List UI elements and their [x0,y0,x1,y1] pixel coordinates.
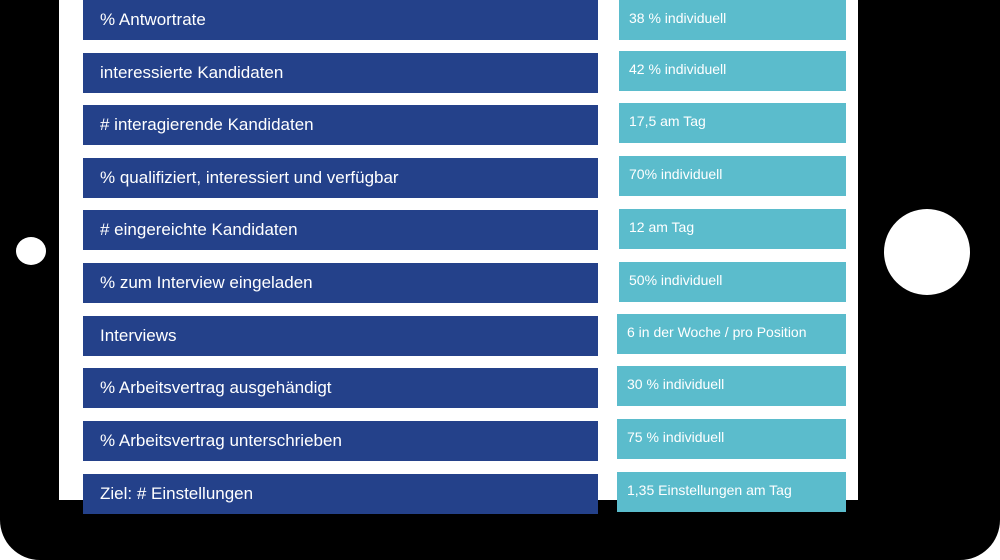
metric-value: 12 am Tag [619,209,846,249]
metric-value: 30 % individuell [617,366,846,406]
metric-label: % Arbeitsvertrag unterschrieben [83,421,598,461]
metric-label: Ziel: # Einstellungen [83,474,598,514]
metric-label: # eingereichte Kandidaten [83,210,598,250]
camera-dot-icon [16,237,46,265]
metric-value: 42 % individuell [619,51,846,91]
metric-label: % qualifiziert, interessiert und verfügb… [83,158,598,198]
home-button[interactable] [884,209,970,295]
metric-label: % zum Interview eingeladen [83,263,598,303]
metric-value: 17,5 am Tag [619,103,846,143]
metric-value: 38 % individuell [619,0,846,40]
metric-label: Interviews [83,316,598,356]
metric-label: # interagierende Kandidaten [83,105,598,145]
metric-value: 1,35 Einstellungen am Tag [617,472,846,512]
metric-label: interessierte Kandidaten [83,53,598,93]
metric-value: 70% individuell [619,156,846,196]
metric-label: % Antwortrate [83,0,598,40]
metric-value: 6 in der Woche / pro Position [617,314,846,354]
metric-value: 75 % individuell [617,419,846,459]
metric-value: 50% individuell [619,262,846,302]
metric-label: % Arbeitsvertrag ausgehändigt [83,368,598,408]
